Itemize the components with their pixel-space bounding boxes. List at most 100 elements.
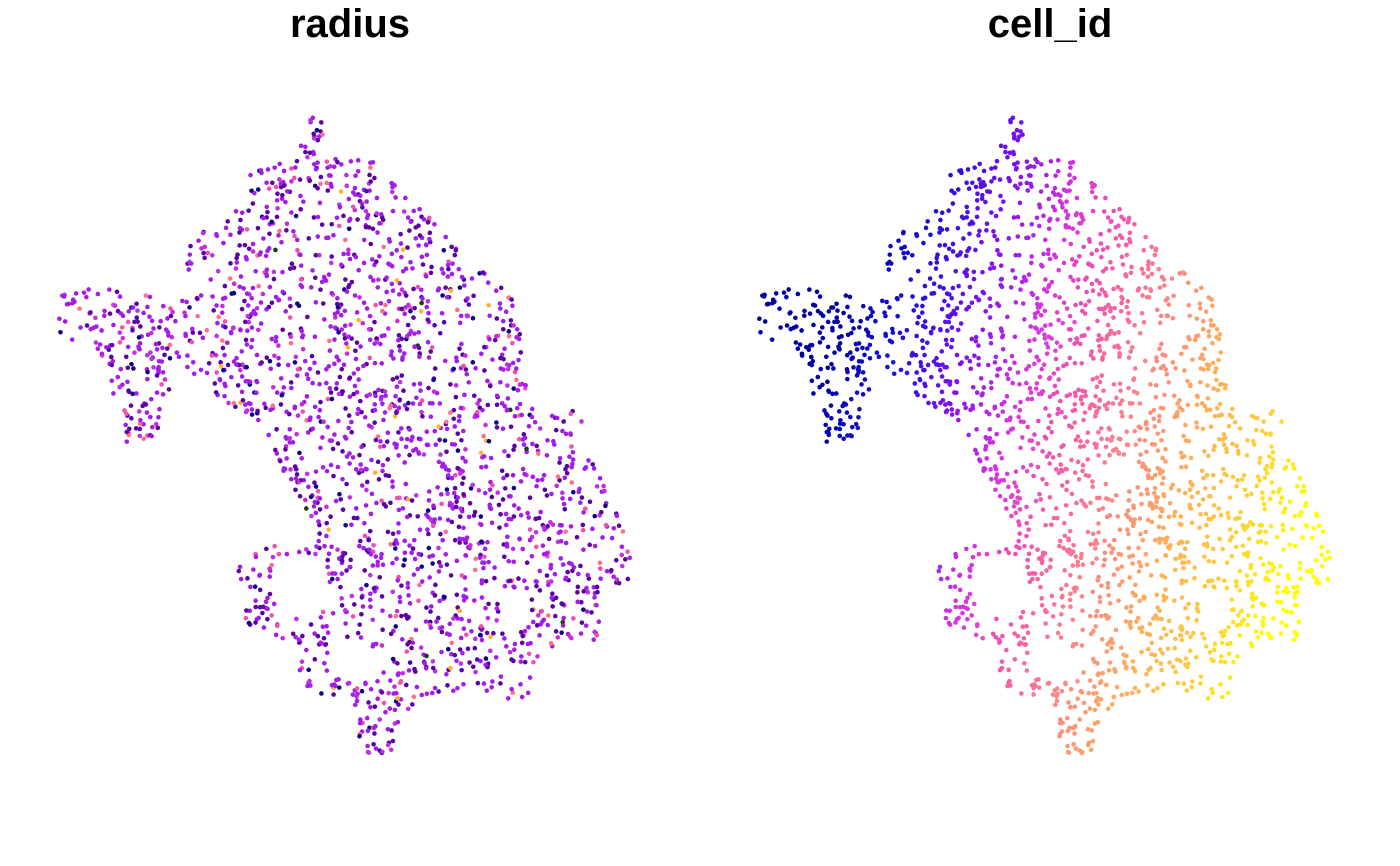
radius-point (475, 409, 480, 415)
cell-id-point (977, 228, 982, 234)
cell-id-point (1015, 234, 1021, 239)
radius-point (468, 486, 474, 491)
radius-point (432, 517, 438, 522)
cell-id-point (1103, 682, 1109, 688)
radius-point (498, 379, 503, 385)
radius-point (255, 327, 261, 333)
radius-point (325, 188, 331, 193)
radius-point (379, 690, 385, 695)
radius-point (485, 615, 491, 621)
cell-id-point (1095, 661, 1100, 666)
cell-id-point (1072, 175, 1077, 181)
radius-point (335, 547, 340, 552)
cell-id-point (1068, 686, 1074, 692)
cell-id-point (1249, 491, 1254, 497)
cell-id-point (1042, 336, 1048, 341)
radius-point (511, 447, 516, 452)
radius-point (363, 503, 369, 508)
radius-point (218, 360, 223, 365)
radius-point (597, 475, 603, 481)
cell-id-point (1004, 372, 1010, 377)
radius-point (331, 473, 336, 479)
radius-point (221, 367, 226, 373)
cell-id-point (988, 334, 994, 340)
cell-id-point (949, 325, 955, 330)
radius-point (223, 225, 229, 231)
cell-id-point (1189, 684, 1194, 690)
cell-id-point (1281, 607, 1286, 612)
cell-id-point (835, 308, 840, 313)
radius-point (109, 362, 115, 368)
radius-point (198, 367, 204, 373)
radius-point (471, 513, 477, 518)
cell-id-point (1202, 403, 1207, 409)
radius-point (436, 459, 442, 465)
radius-point (448, 410, 453, 416)
cell-id-point (1248, 520, 1253, 525)
radius-point (388, 353, 394, 358)
radius-point (297, 667, 303, 673)
radius-point (501, 356, 506, 362)
radius-point (571, 616, 576, 621)
cell-id-point (1264, 463, 1270, 469)
radius-point (384, 275, 389, 280)
radius-point (389, 728, 395, 733)
cell-id-point (851, 326, 856, 331)
radius-point (490, 482, 495, 488)
radius-point (395, 719, 401, 725)
radius-point (300, 346, 306, 352)
radius-point (445, 274, 451, 279)
radius-point (441, 247, 447, 253)
cell-id-point (1185, 280, 1191, 286)
radius-point (263, 253, 269, 259)
radius-point (560, 490, 565, 496)
radius-point (265, 167, 271, 172)
radius-point (494, 393, 500, 399)
cell-id-point (1214, 377, 1219, 383)
radius-point (220, 296, 226, 302)
radius-point (554, 483, 559, 489)
radius-point (254, 390, 259, 396)
radius-point (234, 260, 240, 265)
cell-id-point (1020, 435, 1025, 440)
radius-point (498, 511, 503, 517)
radius-point (287, 266, 293, 271)
radius-point (361, 363, 366, 369)
radius-point (527, 537, 533, 543)
radius-point (514, 327, 520, 332)
cell-id-point (1211, 386, 1216, 391)
radius-point (156, 414, 161, 420)
cell-id-point (843, 293, 849, 298)
cell-id-point (942, 319, 948, 325)
cell-id-point (1226, 651, 1232, 657)
radius-point (508, 424, 514, 430)
cell-id-point (1081, 670, 1086, 675)
radius-point (222, 352, 227, 358)
cell-id-point (1265, 569, 1270, 575)
cell-id-point (1136, 545, 1141, 551)
cell-id-point (1175, 680, 1181, 686)
cell-id-point (1048, 159, 1054, 164)
cell-id-point (970, 180, 975, 186)
cell-id-point (975, 191, 980, 197)
radius-point (344, 568, 349, 573)
radius-point (166, 387, 172, 392)
radius-point (482, 490, 488, 496)
radius-point (419, 564, 425, 569)
radius-point (107, 287, 112, 292)
radius-point (336, 685, 342, 690)
cell-id-point (1212, 641, 1218, 647)
cell-id-point (1076, 387, 1081, 393)
cell-id-point (904, 370, 910, 376)
radius-point (239, 374, 245, 379)
cell-id-point (1138, 492, 1144, 497)
radius-point (144, 410, 150, 415)
cell-id-point (1224, 560, 1230, 565)
radius-point (118, 366, 124, 372)
radius-point (287, 435, 293, 441)
cell-id-point (1092, 441, 1097, 447)
radius-point (487, 487, 493, 492)
radius-point (165, 316, 170, 321)
cell-id-point (938, 576, 944, 582)
cell-id-point (994, 373, 1000, 378)
